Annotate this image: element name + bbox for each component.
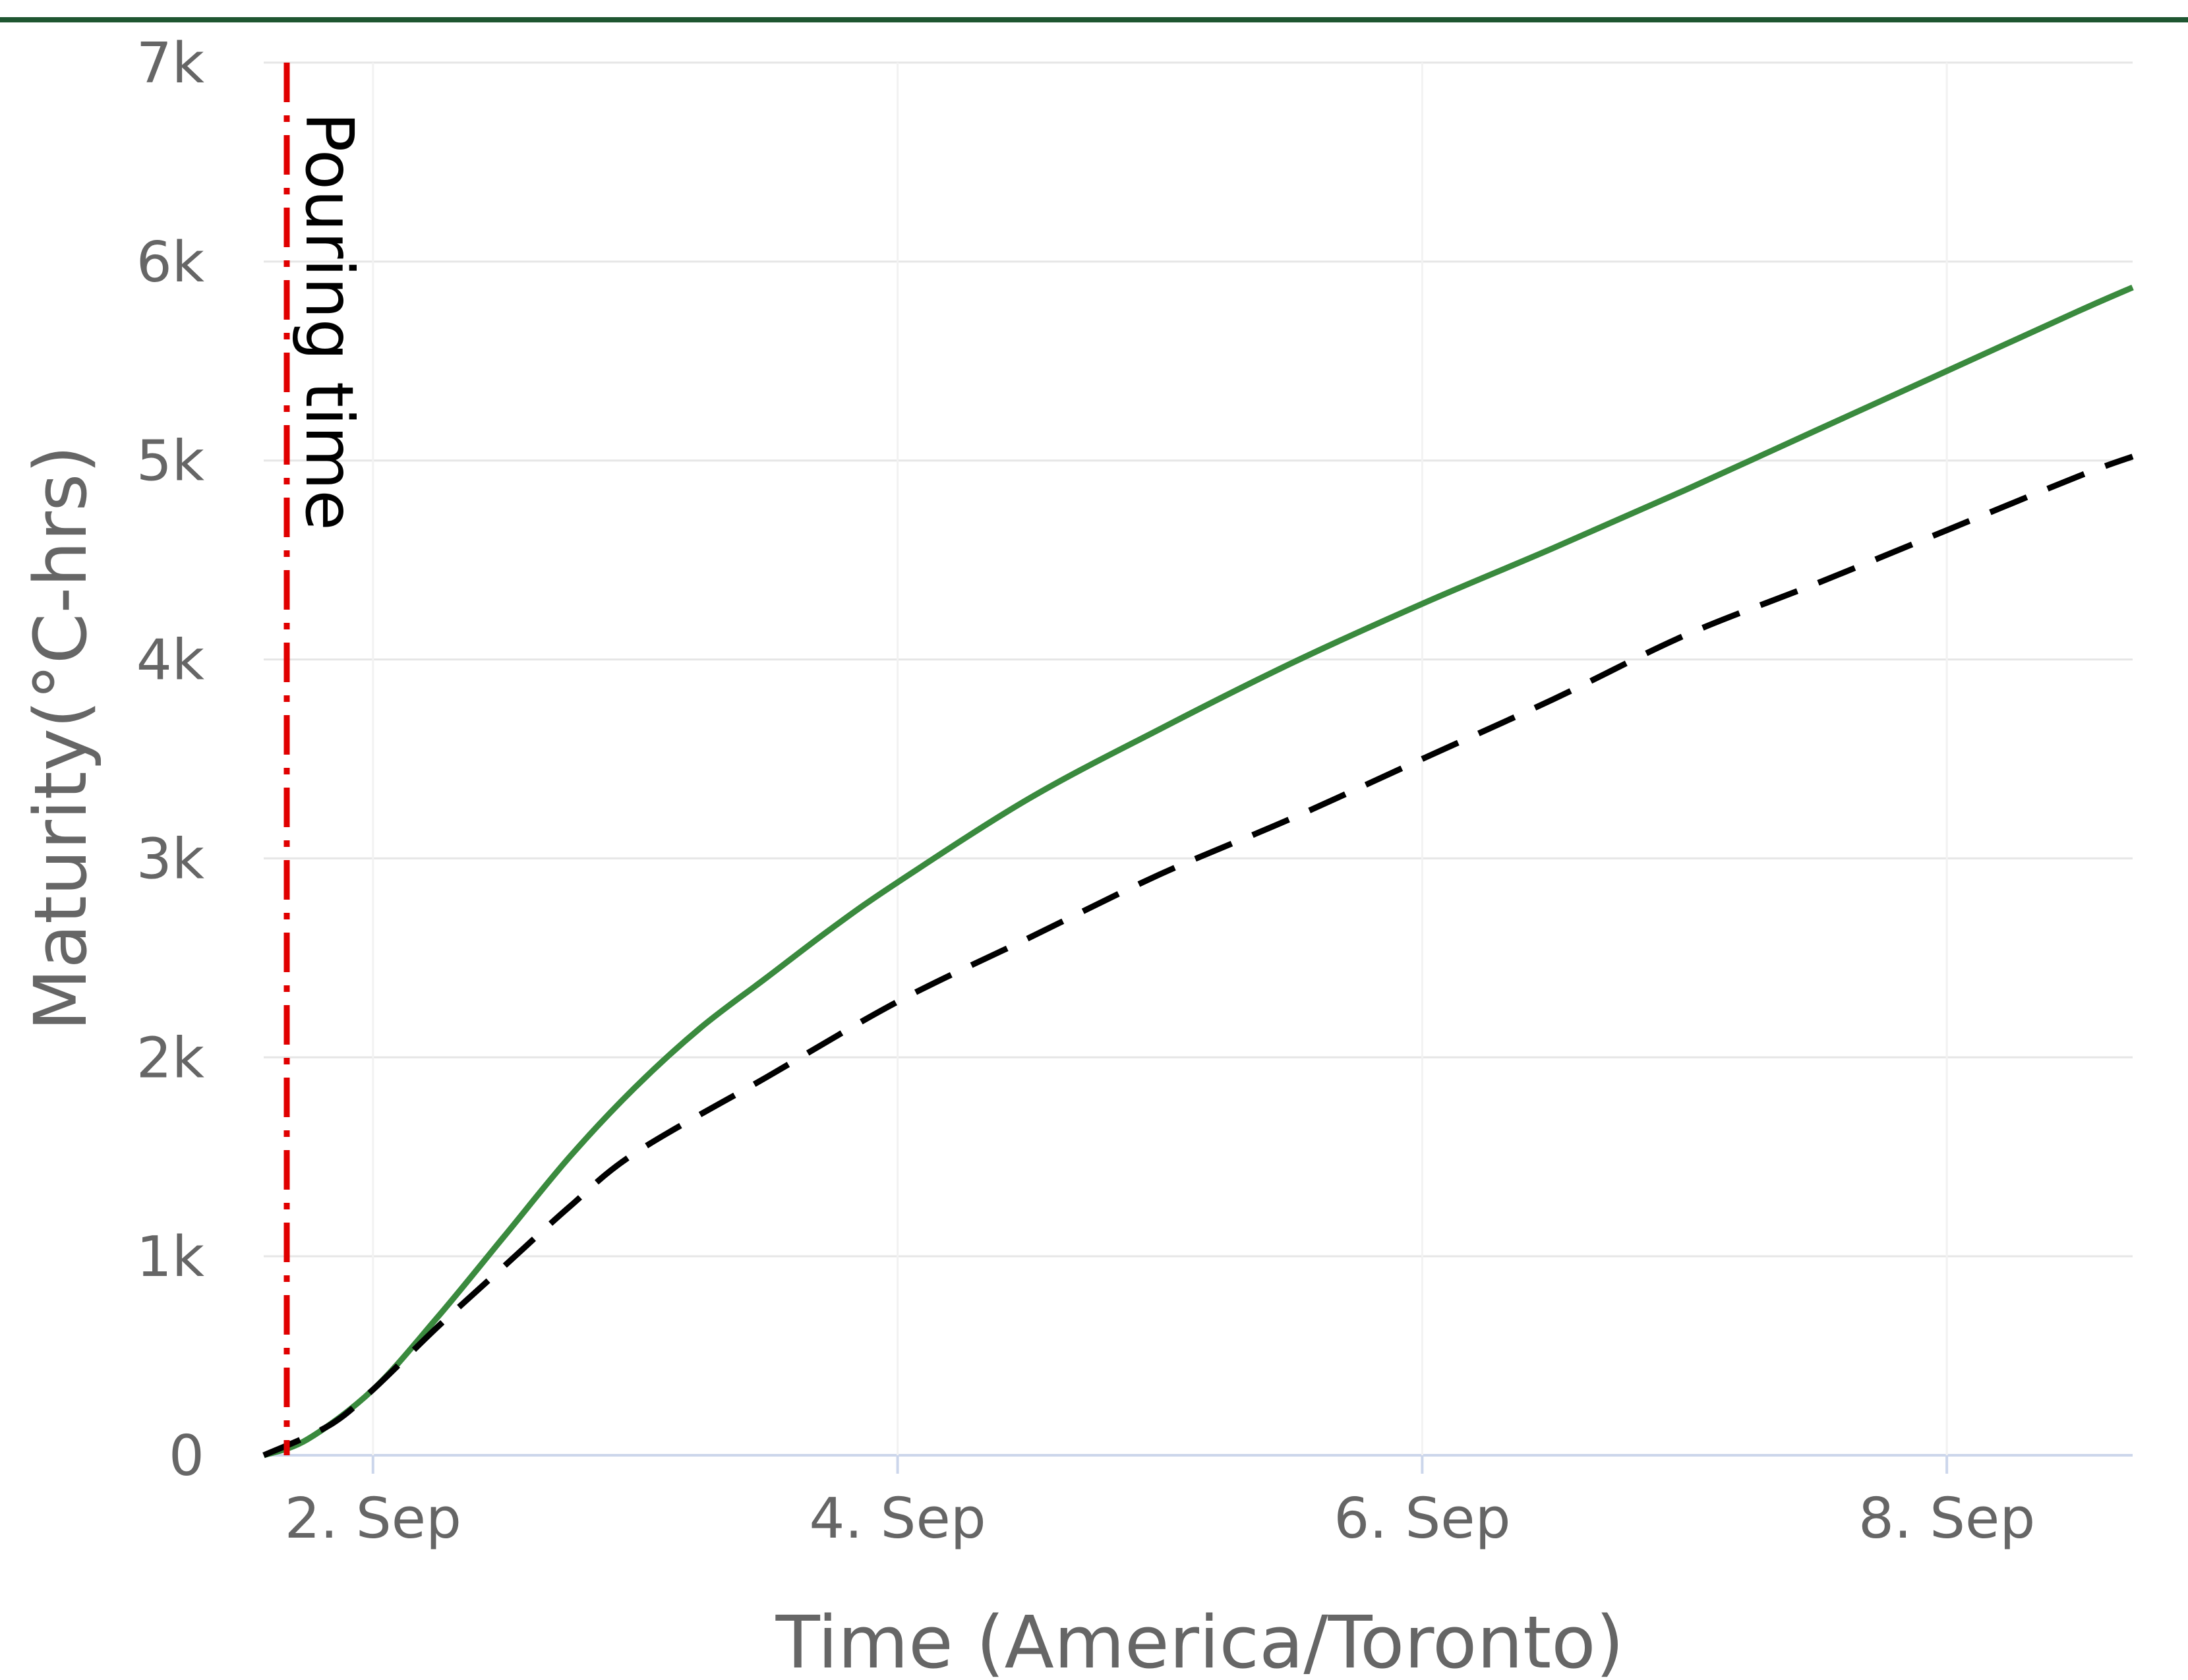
x-tick-label: 8. Sep	[1858, 1486, 2035, 1551]
y-tick-label: 2k	[136, 1026, 204, 1091]
y-tick-label: 3k	[136, 826, 204, 892]
y-axis-ticks: 0 1k 2k 3k 4k 5k 6k 7k	[136, 31, 204, 1489]
x-tick-label: 6. Sep	[1334, 1486, 1510, 1551]
y-tick-label: 7k	[136, 31, 204, 96]
x-tick-label: 2. Sep	[285, 1486, 461, 1551]
y-tick-label: 0	[169, 1424, 204, 1489]
x-axis-title: Time (America/Toronto)	[775, 1600, 1624, 1680]
y-tick-label: 6k	[136, 230, 204, 295]
y-tick-label: 1k	[136, 1225, 204, 1290]
x-tick-label: 4. Sep	[809, 1486, 986, 1551]
pouring-time-label: Pouring time	[291, 112, 368, 531]
x-axis-ticks: 2. Sep 4. Sep 6. Sep 8. Sep	[285, 1455, 2035, 1551]
annotation-group: Pouring time	[283, 63, 368, 1455]
series-group	[262, 284, 2134, 1459]
grid-lines	[264, 61, 2133, 1457]
y-tick-label: 5k	[136, 429, 204, 494]
series-line-dashed	[262, 453, 2134, 1459]
y-tick-label: 4k	[136, 628, 204, 693]
y-axis-title: Maturity(°C-hrs)	[18, 446, 103, 1031]
series-line-solid	[262, 284, 2134, 1459]
